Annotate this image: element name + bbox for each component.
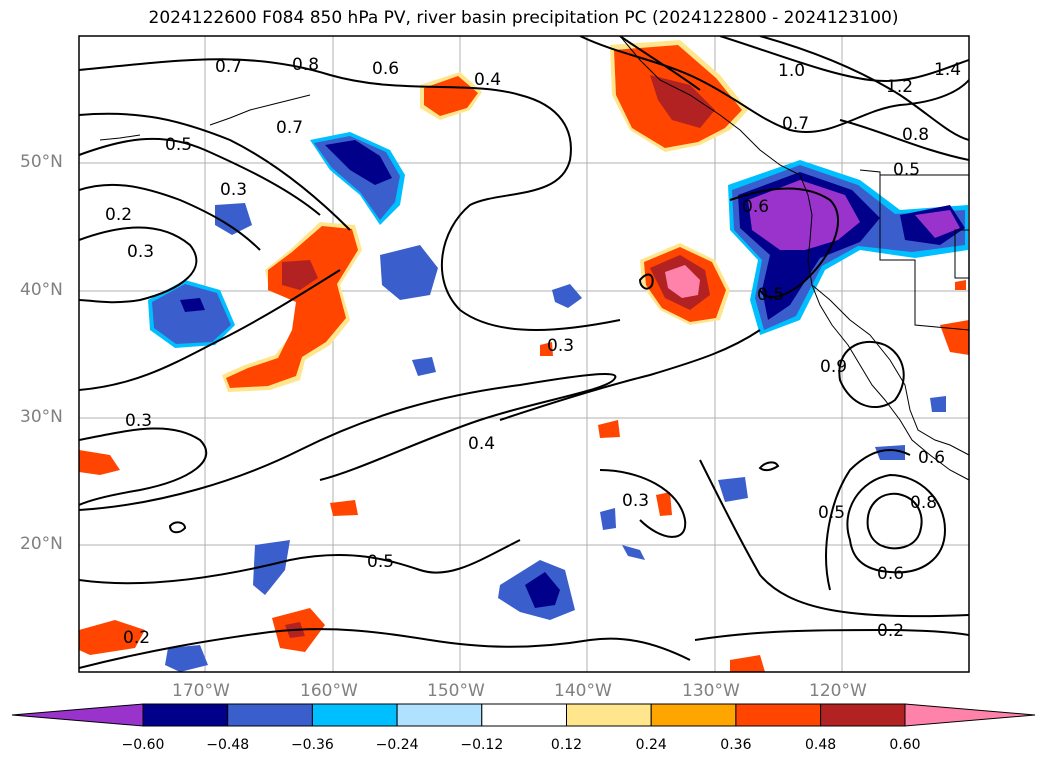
anomaly-negative	[412, 357, 436, 376]
anomaly-positive	[79, 450, 120, 475]
contour-label: 0.5	[165, 135, 192, 155]
colorbar-tick: −0.60	[121, 737, 165, 753]
colorbar-tick: −0.36	[290, 737, 334, 753]
anomaly-negative	[215, 203, 252, 235]
anomaly-negative	[875, 445, 905, 460]
colorbar	[11, 703, 1036, 727]
anomaly-negative	[165, 645, 208, 672]
contour-label: 0.5	[893, 160, 920, 180]
colorbar-segment	[227, 703, 313, 727]
contour-label: 0.3	[127, 242, 154, 262]
anomaly-positive	[650, 75, 715, 128]
anomaly-positive	[730, 655, 765, 672]
contour-label: 0.2	[123, 628, 150, 648]
contour-label: 0.8	[902, 125, 929, 145]
colorbar-tick: −0.48	[206, 737, 250, 753]
colorbar-segment	[650, 703, 737, 727]
map-title: 2024122600 F084 850 hPa PV, river basin …	[148, 8, 899, 28]
anomaly-negative	[748, 180, 860, 250]
colorbar-tick: 0.48	[805, 737, 837, 753]
lat-label-50n: 50°N	[20, 152, 63, 172]
colorbar-tick: −0.24	[375, 737, 419, 753]
contour-labels: 0.7 0.8 0.6 0.4 1.0 1.2 1.4 0.7 0.7 0.8 …	[105, 55, 961, 648]
lat-label-30n: 30°N	[20, 407, 63, 427]
lat-label-20n: 20°N	[20, 534, 63, 554]
contour-label: 0.5	[818, 503, 845, 523]
contour-label: 0.2	[877, 621, 904, 641]
lon-label-120w: 120°W	[809, 681, 867, 701]
anomaly-positive	[940, 320, 969, 355]
map-frame	[78, 35, 970, 673]
anomaly-negative	[552, 284, 582, 308]
anomaly-negative	[152, 284, 231, 344]
contour-label: 0.3	[622, 491, 649, 511]
anomaly-positive	[955, 280, 966, 290]
pv-contours	[79, 36, 969, 669]
colorbar-segment	[566, 703, 652, 727]
lon-label-160w: 160°W	[300, 681, 358, 701]
anomaly-negative	[525, 572, 560, 608]
contour-label: 0.6	[918, 448, 945, 468]
anomaly-negative	[622, 545, 645, 560]
colorbar-arrow-high	[904, 703, 1036, 727]
coastline	[99, 36, 969, 481]
contour-label: 1.4	[934, 60, 961, 80]
colorbar-arrow-low	[11, 703, 144, 727]
lat-label-40n: 40°N	[20, 280, 63, 300]
lon-label-130w: 130°W	[682, 681, 740, 701]
colorbar-tick: 0.36	[720, 737, 752, 753]
colorbar-tick: −0.12	[460, 737, 504, 753]
colorbar-tick: 0.24	[635, 737, 667, 753]
lon-label-140w: 140°W	[554, 681, 612, 701]
anomaly-negative	[915, 210, 960, 238]
contour-label: 1.0	[778, 61, 805, 81]
shaded-anomalies	[79, 40, 969, 672]
anomaly-positive	[79, 620, 145, 655]
anomaly-negative	[718, 477, 748, 502]
anomaly-negative	[325, 140, 392, 185]
lon-label-170w: 170°W	[172, 681, 230, 701]
anomaly-positive	[665, 265, 700, 298]
contour-label: 0.5	[367, 552, 394, 572]
anomaly-negative	[380, 245, 438, 300]
colorbar-tick: 0.12	[550, 737, 583, 753]
contour-label: 0.2	[105, 205, 132, 225]
lon-label-150w: 150°W	[427, 681, 485, 701]
anomaly-positive	[226, 226, 358, 388]
colorbar-segment	[820, 703, 906, 727]
contour-label: 0.6	[742, 197, 769, 217]
contour-label: 0.6	[877, 564, 904, 584]
colorbar-segment	[396, 703, 483, 727]
contour-label: 0.7	[276, 118, 303, 138]
colorbar-segment	[142, 703, 229, 727]
contour-label: 0.6	[372, 59, 399, 79]
anomaly-positive	[656, 492, 672, 516]
contour-label: 0.9	[820, 357, 847, 377]
anomaly-positive	[598, 420, 620, 438]
colorbar-tick: 0.60	[889, 737, 921, 753]
anomaly-positive	[282, 260, 318, 290]
contour-label: 0.3	[547, 336, 574, 356]
colorbar-segment	[481, 703, 567, 727]
colorbar-segment	[311, 703, 398, 727]
contour-label: 0.7	[215, 57, 242, 77]
contour-label: 1.2	[886, 77, 913, 97]
anomaly-negative	[180, 298, 205, 312]
contour-label: 0.3	[125, 411, 152, 431]
anomaly-negative	[930, 396, 946, 412]
anomaly-negative	[253, 540, 290, 595]
contour-label: 0.8	[910, 493, 937, 513]
contour-label: 0.3	[220, 180, 247, 200]
contour-label: 0.4	[474, 70, 501, 90]
contour-label: 0.4	[468, 434, 495, 454]
contour-label: 0.8	[292, 55, 319, 75]
colorbar-segment	[735, 703, 822, 727]
anomaly-positive	[540, 342, 553, 356]
anomaly-negative	[600, 508, 616, 530]
anomaly-positive	[330, 500, 358, 516]
contour-label: 0.5	[757, 285, 784, 305]
contour-label: 0.7	[782, 114, 809, 134]
